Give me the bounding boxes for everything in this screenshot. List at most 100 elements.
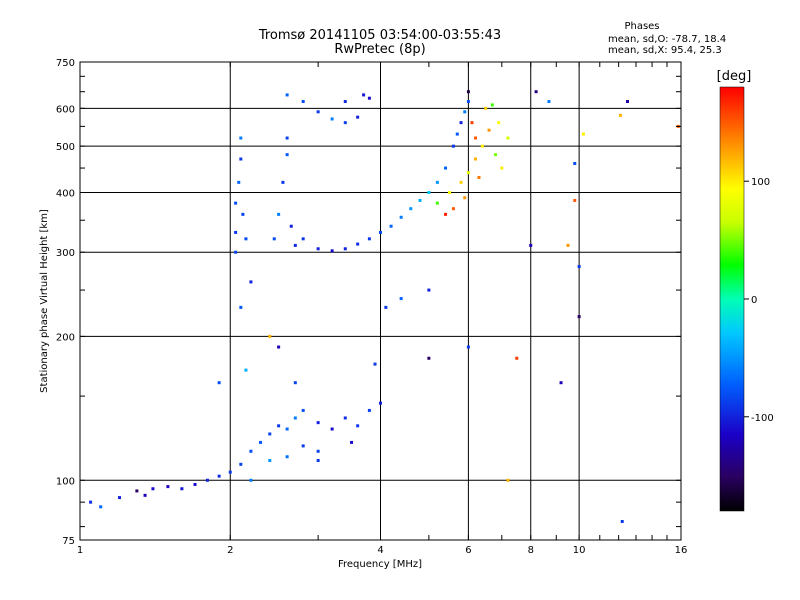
data-point <box>301 408 305 412</box>
data-point <box>277 424 281 428</box>
y-tick-label: 400 <box>56 188 75 199</box>
y-tick-label: 100 <box>56 476 75 487</box>
data-point <box>444 166 448 170</box>
data-point <box>362 93 366 97</box>
data-point <box>529 243 533 247</box>
data-point <box>316 449 320 453</box>
data-point <box>330 427 334 431</box>
data-point <box>470 121 474 125</box>
y-axis-ticks: 75 100 200 300 400 500 600 750 <box>56 58 681 547</box>
data-point <box>193 482 197 486</box>
data-point <box>249 449 253 453</box>
colorbar-ticks: 100 0 -100 <box>744 177 774 424</box>
data-point <box>399 297 403 301</box>
colorbar-tick-label: -100 <box>751 413 774 424</box>
data-point <box>343 416 347 420</box>
x-tick-label: 6 <box>465 545 471 556</box>
data-point <box>577 315 581 319</box>
data-point <box>427 190 431 194</box>
y-tick-label: 75 <box>62 536 75 547</box>
data-point <box>356 424 360 428</box>
data-point <box>330 249 334 253</box>
x-axis-ticks: 1 2 4 6 8 10 16 <box>77 62 688 556</box>
data-point <box>239 305 243 309</box>
data-point <box>205 478 209 482</box>
data-point <box>268 334 272 338</box>
data-point <box>281 180 285 184</box>
data-point <box>573 198 577 202</box>
data-point <box>301 100 305 104</box>
data-point <box>463 110 467 114</box>
data-point <box>285 427 289 431</box>
x-axis-label: Frequency [MHz] <box>338 559 422 570</box>
data-point <box>293 381 297 385</box>
data-point <box>566 243 570 247</box>
data-point <box>484 106 488 110</box>
data-point <box>285 153 289 157</box>
y-tick-label: 500 <box>56 142 75 153</box>
data-point <box>480 144 484 148</box>
data-point <box>515 356 519 360</box>
data-point <box>448 190 452 194</box>
data-point <box>330 117 334 121</box>
colorbar <box>719 86 745 512</box>
data-point <box>350 440 354 444</box>
data-point <box>234 201 238 205</box>
data-point <box>444 212 448 216</box>
data-point <box>268 458 272 462</box>
data-point <box>399 215 403 219</box>
data-point <box>241 212 245 216</box>
data-point <box>285 455 289 459</box>
data-point <box>490 103 494 107</box>
data-point <box>356 242 360 246</box>
x-tick-label: 2 <box>227 545 233 556</box>
grid <box>80 62 681 540</box>
stats-line-o: mean, sd,O: -78.7, 18.4 <box>608 34 726 45</box>
x-tick-label: 16 <box>675 545 688 556</box>
data-point <box>451 207 455 211</box>
data-point <box>409 207 413 211</box>
data-point <box>259 440 263 444</box>
data-point <box>89 500 93 504</box>
data-point <box>466 171 470 175</box>
data-point <box>268 432 272 436</box>
stats-title: Phases <box>624 21 659 32</box>
data-point <box>367 96 371 100</box>
data-point <box>249 478 253 482</box>
data-point <box>316 458 320 462</box>
data-point <box>618 113 622 117</box>
data-point <box>293 243 297 247</box>
data-points <box>89 90 680 523</box>
data-point <box>228 470 232 474</box>
data-point <box>463 196 467 200</box>
data-point <box>379 401 382 405</box>
data-point <box>356 115 360 119</box>
y-tick-label: 300 <box>56 248 75 259</box>
data-point <box>289 224 293 228</box>
data-point <box>234 230 238 234</box>
data-point <box>620 519 624 523</box>
data-point <box>459 180 463 184</box>
data-point <box>625 100 629 104</box>
data-point <box>455 132 459 136</box>
y-axis-label: Stationary phase Virtual Height [km] <box>39 209 50 393</box>
data-point <box>301 444 305 448</box>
data-point <box>293 416 297 420</box>
data-point <box>237 180 241 184</box>
data-point <box>494 153 498 157</box>
data-point <box>244 237 248 241</box>
stats-line-x: mean, sd,X: 95.4, 25.3 <box>608 45 722 56</box>
data-point <box>435 180 439 184</box>
data-point <box>506 136 510 140</box>
chart-title: Tromsø 20141105 03:54:00-03:55:43 <box>258 28 501 43</box>
data-point <box>239 157 243 161</box>
data-point <box>217 474 221 478</box>
data-point <box>466 100 470 104</box>
data-point <box>217 381 221 385</box>
data-point <box>118 496 122 500</box>
data-point <box>379 230 382 234</box>
data-point <box>316 421 320 425</box>
data-point <box>559 381 563 385</box>
colorbar-label: [deg] <box>717 69 752 84</box>
data-point <box>135 489 139 493</box>
